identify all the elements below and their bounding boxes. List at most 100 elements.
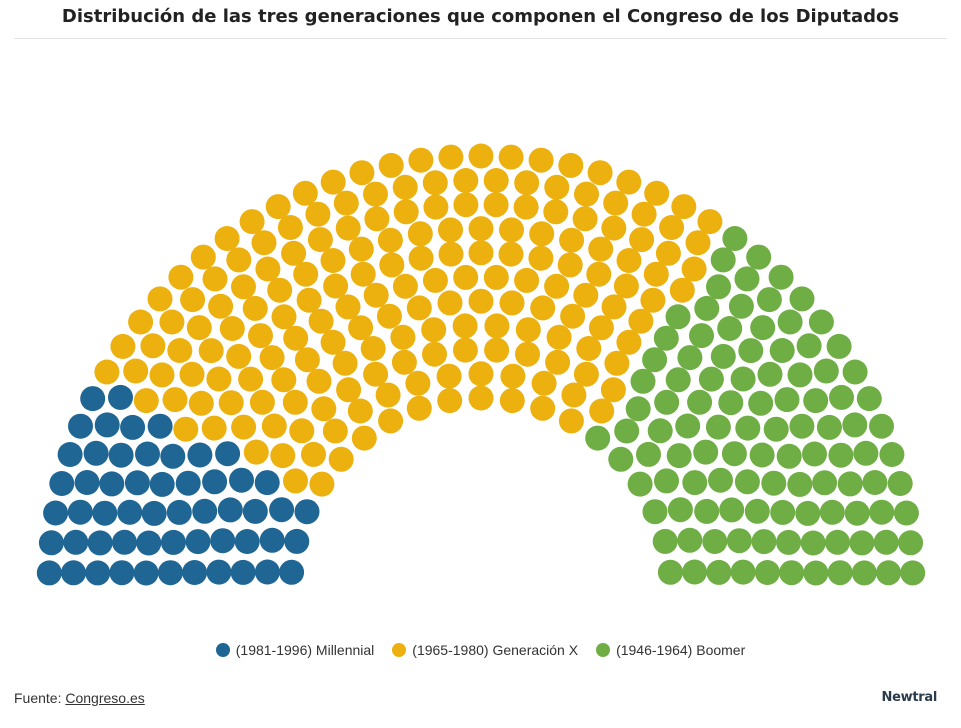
seat-275 (730, 366, 756, 392)
seat-46 (94, 412, 120, 438)
seat-133 (350, 261, 376, 287)
seat-164 (437, 290, 463, 316)
seat-196 (515, 317, 541, 343)
seat-96 (248, 323, 273, 349)
seat-74 (261, 413, 287, 439)
seat-154 (392, 174, 418, 200)
legend-item-millennial: (1981-1996) Millennial (215, 642, 374, 658)
seat-185 (499, 217, 524, 243)
seat-7 (182, 560, 208, 585)
seat-115 (320, 329, 346, 355)
seat-213 (603, 190, 629, 216)
source-prefix: Fuente: (14, 690, 66, 706)
seat-173 (468, 385, 494, 411)
chart-title: Distribución de las tres generaciones qu… (61, 6, 900, 27)
seat-282 (705, 414, 731, 440)
seat-39 (175, 470, 201, 496)
seat-225 (601, 294, 627, 320)
seat-237 (604, 350, 630, 376)
seat-145 (364, 206, 390, 232)
seat-175 (468, 288, 494, 314)
seat-310 (667, 497, 693, 523)
seat-229 (659, 215, 685, 240)
seat-29 (284, 528, 310, 554)
seat-50 (187, 442, 213, 468)
seat-186 (498, 241, 524, 267)
seat-221 (576, 336, 602, 361)
seat-298 (789, 413, 815, 439)
seat-320 (744, 498, 770, 524)
seat-62 (162, 387, 188, 413)
seat-102 (351, 425, 377, 451)
seat-61 (243, 439, 269, 465)
seat-232 (643, 261, 669, 287)
seat-174 (468, 361, 494, 387)
seat-271 (647, 418, 673, 444)
seat-22 (234, 529, 260, 554)
seat-99 (242, 295, 268, 321)
seat-68 (110, 333, 136, 359)
seat-1 (36, 560, 62, 586)
seat-220 (644, 180, 670, 206)
seat-73 (128, 309, 154, 335)
seat-105 (226, 247, 252, 273)
seat-104 (283, 325, 309, 351)
seat-55 (215, 441, 241, 467)
seat-334 (776, 529, 802, 555)
seat-101 (306, 368, 332, 394)
seat-235 (628, 308, 654, 334)
seat-317 (719, 497, 745, 523)
seat-122 (277, 215, 303, 240)
seat-293 (842, 359, 868, 385)
seat-155 (421, 317, 447, 343)
seat-316 (879, 442, 905, 467)
seat-216 (616, 169, 642, 195)
seat-199 (543, 199, 569, 225)
seat-203 (559, 227, 585, 253)
seat-167 (438, 144, 464, 170)
seat-200 (558, 152, 584, 178)
seat-116 (308, 308, 334, 334)
seat-56 (173, 416, 199, 442)
seat-261 (717, 316, 743, 341)
seat-138 (333, 190, 359, 216)
seat-165 (438, 241, 464, 267)
seat-240 (600, 377, 626, 403)
seat-20 (210, 528, 236, 554)
seat-126 (335, 294, 361, 320)
seat-343 (730, 559, 756, 585)
seat-67 (149, 362, 175, 388)
seat-197 (544, 174, 570, 200)
seat-239 (685, 230, 711, 256)
seat-190 (528, 147, 554, 173)
seat-297 (829, 384, 854, 410)
seat-295 (763, 416, 789, 442)
seat-328 (844, 500, 870, 526)
seat-327 (819, 499, 845, 525)
seat-49 (120, 414, 146, 440)
seat-79 (159, 309, 185, 335)
seat-127 (348, 315, 374, 341)
seat-148 (377, 227, 403, 253)
seat-42 (202, 469, 228, 495)
legend-label-genx: (1965-1980) Generación X (412, 642, 579, 658)
seat-130 (360, 336, 386, 361)
seat-214 (588, 236, 614, 262)
seat-243 (589, 398, 615, 424)
seat-146 (379, 252, 405, 278)
legend: (1981-1996) Millennial (1965-1980) Gener… (0, 642, 961, 658)
parliament-chart (36, 143, 926, 586)
seat-89 (168, 264, 194, 290)
legend-item-genx: (1965-1980) Generación X (392, 642, 578, 658)
seat-37 (242, 498, 268, 524)
seat-152 (422, 341, 447, 367)
seat-244 (665, 304, 691, 330)
seat-312 (761, 470, 787, 496)
seat-332 (893, 500, 919, 526)
seat-202 (544, 273, 570, 299)
source-link[interactable]: Congreso.es (65, 690, 145, 706)
seat-284 (666, 443, 692, 469)
seat-281 (796, 333, 822, 359)
legend-swatch-millennial (215, 643, 230, 657)
seat-183 (484, 337, 510, 363)
